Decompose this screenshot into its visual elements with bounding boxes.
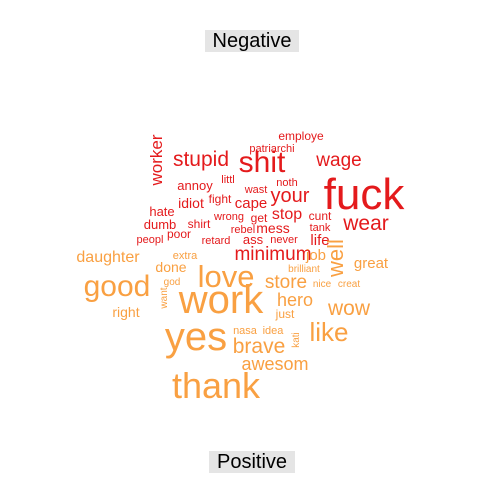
word-employe: employe — [278, 129, 324, 143]
word-cape: cape — [235, 195, 268, 212]
word-brave: brave — [233, 335, 286, 358]
word-nasa: nasa — [233, 325, 258, 337]
word-stop: stop — [272, 206, 302, 223]
word-cunt: cunt — [309, 209, 332, 223]
word-thank: thank — [172, 365, 261, 406]
word-daughter: daughter — [76, 249, 140, 266]
word-mess: mess — [256, 220, 289, 236]
word-nice: nice — [313, 279, 332, 290]
word-rebel: rebel — [231, 224, 255, 236]
word-like: like — [309, 317, 348, 347]
word-noth: noth — [276, 177, 297, 189]
word-wast: wast — [244, 184, 268, 196]
word-poor: poor — [167, 227, 191, 241]
word-store: store — [265, 272, 307, 293]
word-shirt: shirt — [188, 217, 211, 231]
word-good: good — [84, 270, 151, 303]
word-awesom: awesom — [241, 354, 308, 374]
word-wrong: wrong — [213, 211, 244, 223]
word-annoy: annoy — [177, 178, 213, 193]
word-patriarchi: patriarchi — [249, 143, 294, 155]
word-god: god — [164, 277, 181, 288]
word-kati: kati — [291, 332, 302, 348]
word-brilliant: brilliant — [288, 264, 320, 275]
word-work: work — [178, 278, 264, 322]
word-hero: hero — [277, 290, 313, 310]
word-life: life — [310, 232, 329, 249]
word-idea: idea — [263, 325, 285, 337]
word-fight: fight — [209, 192, 232, 206]
word-ass: ass — [243, 232, 264, 247]
word-hate: hate — [149, 204, 174, 219]
positive-panel-label: Positive — [0, 451, 504, 473]
word-peopl: peopl — [137, 234, 164, 246]
negative-panel-label: Negative — [0, 30, 504, 52]
word-tank: tank — [310, 222, 331, 234]
word-great: great — [354, 255, 389, 272]
word-fuck: fuck — [324, 170, 406, 219]
word-love: love — [198, 259, 255, 294]
word-yes: yes — [165, 315, 227, 359]
word-dumb: dumb — [144, 217, 177, 232]
word-never: never — [270, 234, 298, 246]
word-right: right — [112, 304, 139, 320]
word-creat: creat — [338, 279, 360, 290]
word-idiot: idiot — [178, 195, 204, 211]
word-worker: worker — [147, 134, 166, 186]
word-just: just — [275, 307, 295, 321]
word-extra: extra — [173, 250, 198, 262]
word-retard: retard — [202, 235, 231, 247]
word-your: your — [271, 185, 310, 207]
word-want: want — [159, 287, 170, 309]
word-shit: shit — [239, 146, 286, 179]
word-stupid: stupid — [173, 148, 229, 171]
word-wear: wear — [342, 212, 389, 235]
word-job: job — [305, 247, 326, 264]
word-wow: wow — [327, 297, 371, 320]
word-done: done — [155, 259, 186, 275]
word-well: well — [323, 239, 348, 278]
word-wage: wage — [315, 150, 361, 171]
word-minimum: minimum — [234, 244, 311, 265]
word-get: get — [251, 211, 268, 225]
word-littl: littl — [221, 174, 234, 186]
